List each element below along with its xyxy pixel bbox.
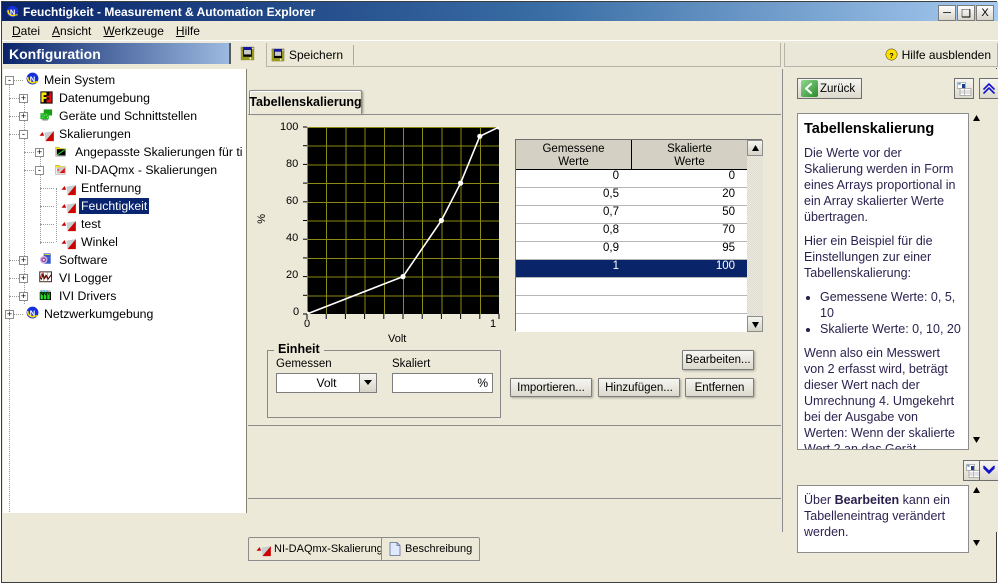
- svg-text:?: ?: [889, 51, 894, 60]
- svg-text:N: N: [10, 7, 15, 16]
